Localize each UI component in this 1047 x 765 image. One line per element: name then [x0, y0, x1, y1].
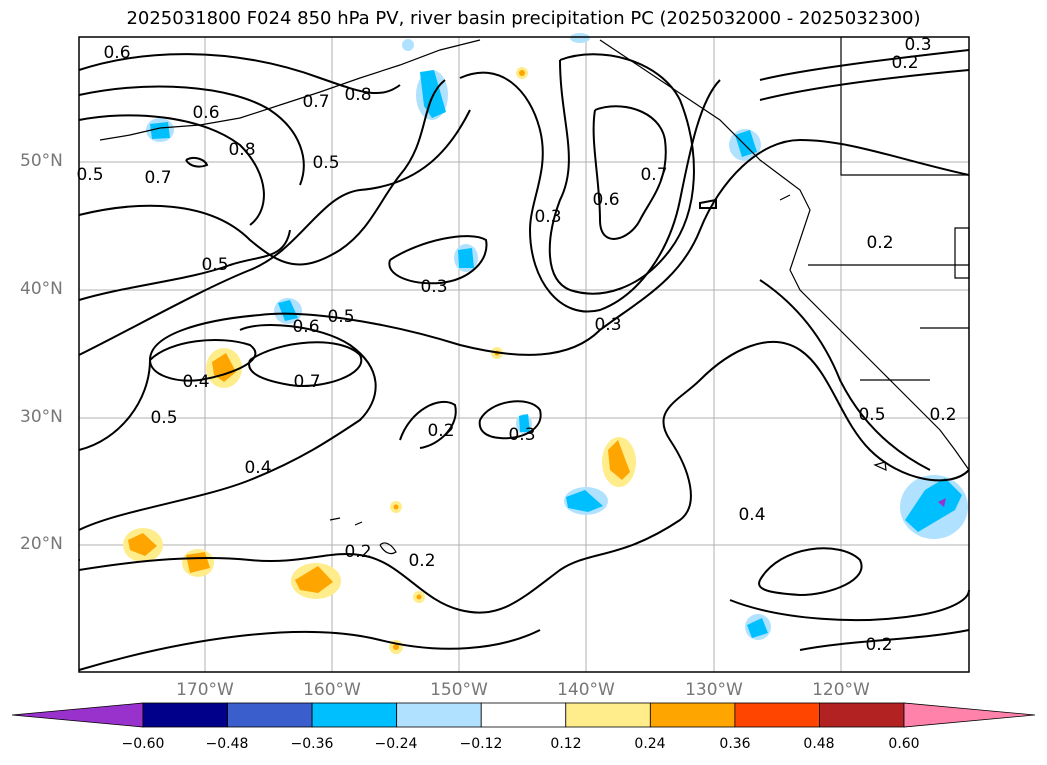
contour-label: 0.2 — [865, 635, 892, 655]
lon-label: 170°W — [176, 680, 234, 700]
colorbar-cell — [819, 702, 905, 728]
contour-label: 0.2 — [866, 233, 893, 253]
contour-label: 0.3 — [904, 35, 931, 55]
colorbar-tick: −0.60 — [121, 736, 165, 752]
colorbar-tick: 0.24 — [634, 736, 666, 752]
contour-label: 0.3 — [594, 315, 621, 335]
colorbar-cell — [565, 702, 651, 728]
contour-label: 0.8 — [228, 140, 255, 160]
colorbar-cell — [480, 702, 567, 728]
contour-label: 0.2 — [344, 542, 371, 562]
colorbar-cell — [734, 702, 820, 728]
contour-label: 0.5 — [858, 405, 885, 425]
lon-label: 130°W — [685, 680, 743, 700]
contour-label: 0.6 — [192, 103, 219, 123]
contour-label: 0.5 — [312, 153, 339, 173]
contour-label: 0.8 — [344, 85, 371, 105]
map-frame — [78, 36, 970, 673]
contour-label: 0.2 — [891, 53, 918, 73]
colorbar-extend-max — [903, 702, 1036, 728]
colorbar — [11, 702, 1036, 728]
colorbar-tick: −0.24 — [374, 736, 418, 752]
lon-label: 120°W — [812, 680, 870, 700]
colorbar-cell — [649, 702, 736, 728]
contour-label: 0.7 — [144, 168, 171, 188]
contour-label: 0.2 — [408, 551, 435, 571]
contour-label: 0.3 — [420, 277, 447, 297]
lon-label: 140°W — [557, 680, 615, 700]
contour-label: 0.3 — [534, 207, 561, 227]
lat-label: 40°N — [20, 279, 63, 299]
colorbar-cell — [396, 702, 482, 728]
lat-label: 50°N — [20, 151, 63, 171]
contour-label: 0.2 — [929, 405, 956, 425]
lat-label: 30°N — [20, 407, 63, 427]
colorbar-tick: 0.48 — [803, 736, 835, 752]
contour-label: 0.3 — [508, 425, 535, 445]
contour-label: 0.6 — [592, 190, 619, 210]
precip-shading — [123, 33, 968, 654]
lon-label: 160°W — [303, 680, 361, 700]
colorbar-cell — [227, 702, 313, 728]
colorbar-tick: 0.12 — [550, 736, 582, 752]
colorbar-tick: −0.36 — [290, 736, 334, 752]
contour-label: 0.5 — [76, 165, 103, 185]
colorbar-tick: 0.60 — [888, 736, 920, 752]
contour-label: 0.2 — [427, 421, 454, 441]
lon-label: 150°W — [430, 680, 488, 700]
colorbar-tick: 0.36 — [719, 736, 751, 752]
contour-label: 0.7 — [640, 165, 667, 185]
colorbar-cell — [311, 702, 398, 728]
contour-label: 0.6 — [292, 317, 319, 337]
contour-label: 0.4 — [244, 458, 271, 478]
pv-contours — [78, 49, 970, 671]
contour-label: 0.6 — [103, 43, 130, 63]
colorbar-cell — [142, 702, 228, 728]
colorbar-extend-min — [11, 702, 144, 728]
contour-label: 0.7 — [302, 92, 329, 112]
contour-label: 0.5 — [150, 408, 177, 428]
contour-label: 0.4 — [182, 372, 209, 392]
contour-label: 0.4 — [738, 505, 765, 525]
contour-label: 0.5 — [201, 255, 228, 275]
colorbar-tick: −0.12 — [459, 736, 503, 752]
colorbar-tick: −0.48 — [205, 736, 249, 752]
contour-label: 0.7 — [293, 372, 320, 392]
contour-label: 0.5 — [327, 307, 354, 327]
map-title: 2025031800 F024 850 hPa PV, river basin … — [126, 8, 921, 29]
lat-label: 20°N — [20, 534, 63, 554]
